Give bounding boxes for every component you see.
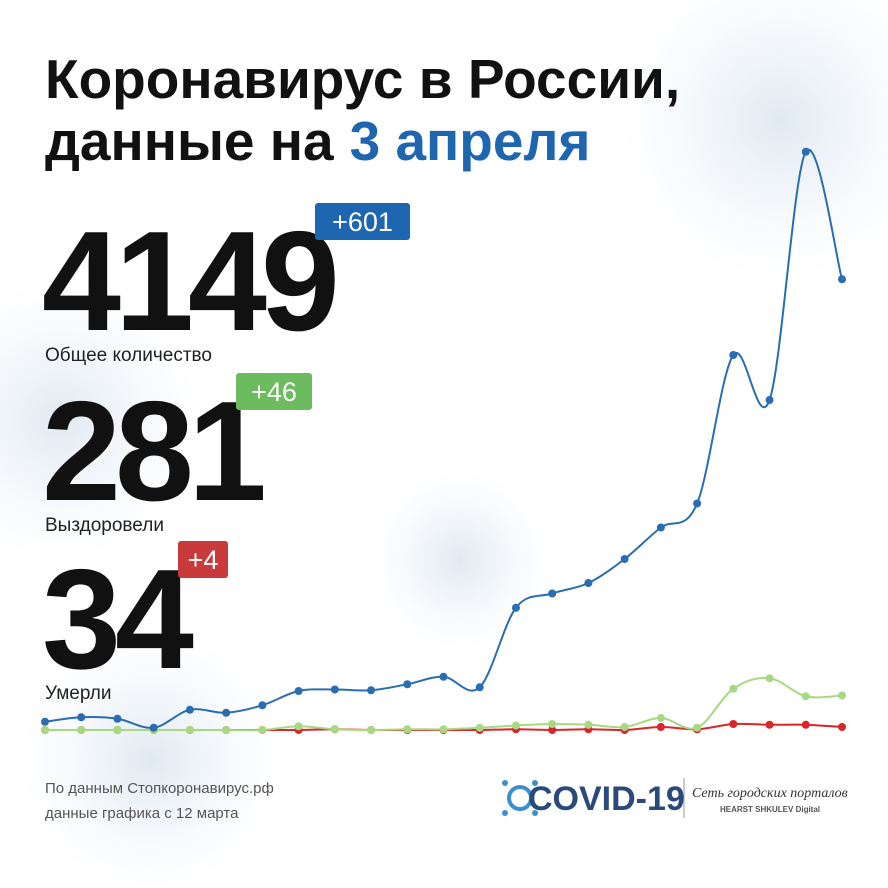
stat-change: +601 [332, 207, 393, 237]
decor [0, 280, 200, 560]
network: Сеть городских порталов [692, 786, 848, 801]
point [511, 721, 520, 730]
stat-value: 34 [42, 540, 194, 699]
point [729, 684, 738, 693]
point [185, 705, 194, 714]
logo: COVID-19 [528, 780, 685, 818]
point [222, 708, 231, 717]
title-highlight: 3 апреля [350, 110, 591, 172]
source: По данным Стопкоронавирус.рф [45, 780, 274, 797]
point [765, 396, 774, 404]
stats: 4149+601 Общее количество 281+46 Выздоровел… [42, 202, 410, 704]
point [511, 603, 520, 612]
point [77, 713, 86, 722]
point [801, 720, 810, 729]
point [258, 726, 267, 734]
point [548, 589, 557, 598]
decor [20, 630, 280, 888]
logo-icon [502, 780, 538, 816]
point [801, 147, 810, 156]
point [765, 720, 774, 729]
point [801, 692, 810, 701]
stat-value: 281 [42, 372, 264, 531]
point [584, 579, 593, 587]
point [838, 691, 846, 700]
decor [370, 470, 550, 650]
point [367, 686, 376, 695]
point [41, 717, 49, 726]
badge [236, 373, 312, 410]
point [258, 701, 267, 710]
stat-change: +46 [251, 377, 297, 407]
point [729, 351, 738, 359]
badge [315, 203, 410, 240]
point [656, 723, 665, 731]
source-note: данные графика с 12 марта [45, 805, 239, 822]
point [222, 726, 231, 734]
point [729, 720, 738, 728]
point [765, 674, 774, 683]
point [294, 687, 303, 695]
point [475, 723, 484, 732]
point [656, 523, 665, 532]
decor [620, 0, 888, 280]
point [113, 726, 122, 734]
point [330, 685, 339, 694]
point [656, 714, 665, 722]
point [439, 725, 448, 734]
point [367, 726, 376, 734]
point [548, 726, 557, 734]
point [403, 680, 412, 689]
point [403, 725, 412, 734]
point [693, 723, 702, 732]
point [149, 723, 158, 732]
stat-label: Выздоровели [45, 515, 164, 536]
plot [41, 147, 846, 734]
title-part: данные на [45, 110, 334, 172]
title: Коронавирус в России, [45, 48, 680, 110]
point [439, 672, 448, 681]
point [693, 499, 702, 508]
point [838, 723, 846, 731]
point [77, 726, 86, 734]
point [475, 683, 484, 692]
point [620, 555, 629, 563]
stat-label: Общее количество [45, 345, 212, 366]
title: данные на 3 апреля [45, 110, 591, 172]
point [113, 714, 122, 723]
point [294, 722, 303, 731]
stat-change: +4 [188, 545, 219, 575]
badge [178, 541, 228, 578]
point [548, 720, 557, 728]
point [838, 275, 846, 284]
point [584, 720, 593, 729]
point [330, 725, 339, 734]
point [41, 726, 49, 734]
stat-label: Умерли [45, 683, 111, 704]
point [620, 723, 629, 731]
point [185, 726, 194, 734]
brand: HEARST SHKULEV Digital [720, 805, 820, 814]
stat-value: 4149 [42, 202, 335, 361]
